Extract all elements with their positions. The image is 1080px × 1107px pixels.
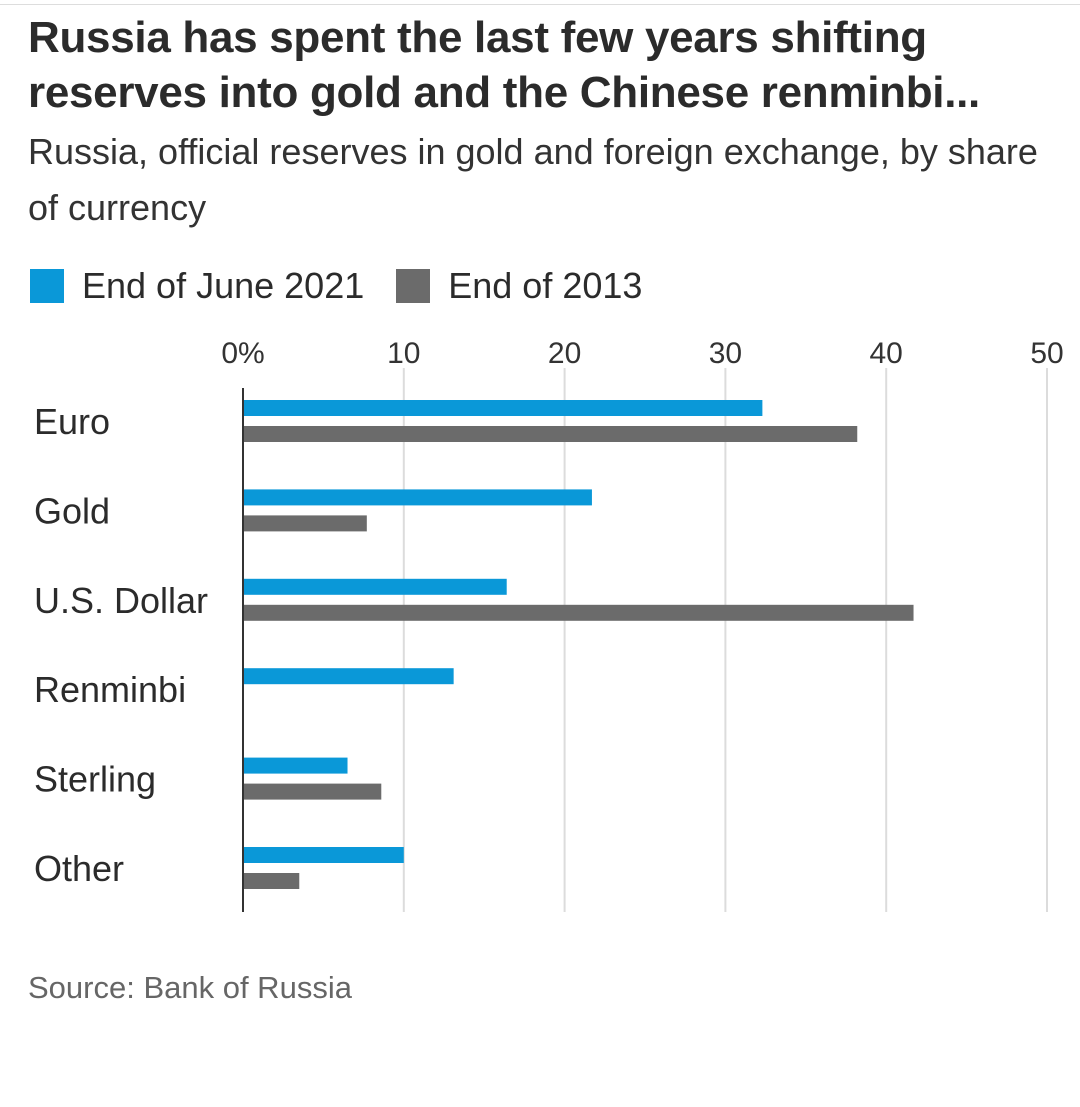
bar-renminbi-2021 bbox=[243, 668, 454, 685]
category-label-renminbi: Renminbi bbox=[34, 669, 186, 710]
category-label-u-s-dollar: U.S. Dollar bbox=[34, 580, 208, 621]
bar-gold-2021 bbox=[243, 489, 592, 506]
bar-u-s-dollar-2021 bbox=[243, 578, 507, 595]
x-tick-label-50: 50 bbox=[1030, 337, 1063, 370]
category-label-gold: Gold bbox=[34, 490, 110, 531]
source-note: Source: Bank of Russia bbox=[28, 970, 352, 1005]
chart-title: Russia has spent the last few years shif… bbox=[28, 13, 980, 117]
x-tick-label-30: 30 bbox=[709, 337, 742, 370]
x-tick-label-40: 40 bbox=[870, 337, 903, 370]
bar-gold-2013 bbox=[243, 515, 367, 532]
bar-euro-2021 bbox=[243, 400, 763, 416]
x-tick-label-10: 10 bbox=[387, 337, 420, 370]
legend: End of June 2021 End of 2013 bbox=[30, 262, 674, 310]
bar-sterling-2013 bbox=[243, 783, 382, 800]
legend-item-2021: End of June 2021 bbox=[30, 265, 364, 307]
x-tick-label-0: 0% bbox=[221, 337, 264, 370]
bar-sterling-2021 bbox=[243, 757, 348, 774]
category-label-sterling: Sterling bbox=[34, 759, 156, 800]
bar-other-2013 bbox=[243, 873, 300, 889]
bar-chart: 0% 10 20 30 40 50 Euro Gold U.S. Dollar Renminbi S… bbox=[34, 337, 1064, 912]
category-label-other: Other bbox=[34, 848, 124, 889]
legend-label-2021: End of June 2021 bbox=[82, 265, 365, 306]
legend-swatch-2013 bbox=[396, 269, 431, 303]
legend-item-2013: End of 2013 bbox=[396, 265, 642, 307]
x-tick-label-20: 20 bbox=[548, 337, 581, 370]
category-label-euro: Euro bbox=[34, 401, 110, 442]
legend-label-2013: End of 2013 bbox=[448, 265, 643, 306]
bar-other-2021 bbox=[243, 847, 404, 863]
legend-swatch-2021 bbox=[30, 269, 64, 303]
top-border bbox=[0, 4, 1080, 5]
bar-euro-2013 bbox=[243, 426, 858, 442]
bar-u-s-dollar-2013 bbox=[243, 604, 914, 621]
chart-subtitle: Russia, official reserves in gold and fo… bbox=[28, 131, 1038, 228]
